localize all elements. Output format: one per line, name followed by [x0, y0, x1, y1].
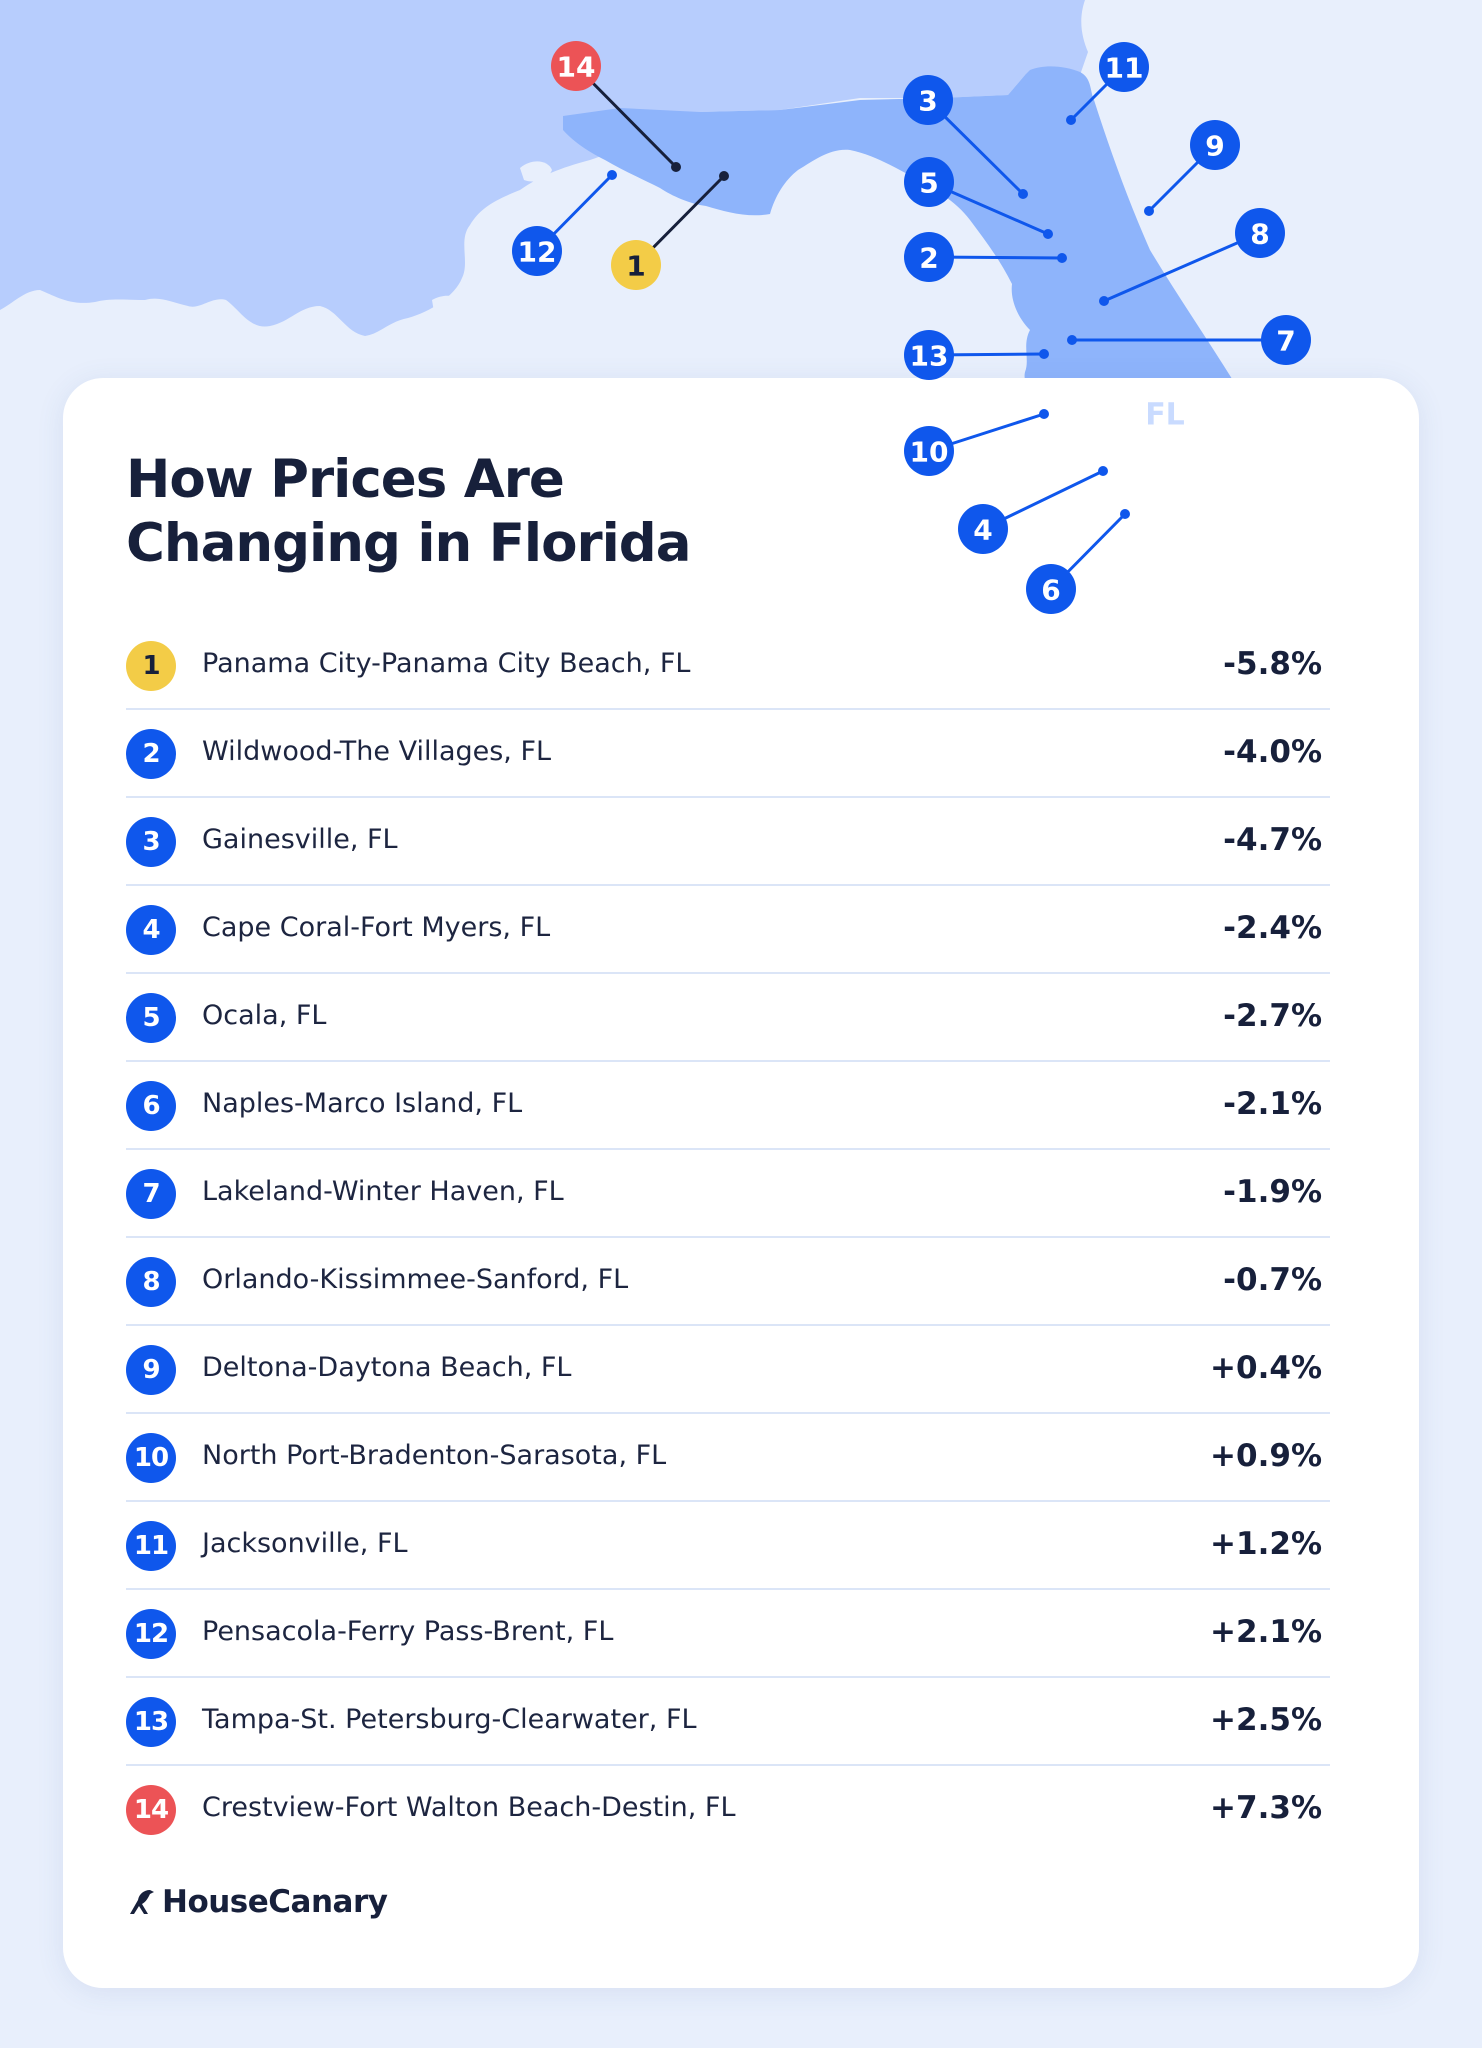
metro-name: Lakeland-Winter Haven, FL [202, 1176, 564, 1207]
price-change-value: +2.5% [1210, 1702, 1322, 1738]
table-row: 10 North Port-Bradenton-Sarasota, FL +0.9% [126, 1414, 1330, 1502]
table-row: 6 Naples-Marco Island, FL -2.1% [126, 1062, 1330, 1150]
table-row: 9 Deltona-Daytona Beach, FL +0.4% [126, 1326, 1330, 1414]
metro-name: Jacksonville, FL [202, 1528, 408, 1559]
title-line-2: Changing in Florida [126, 513, 691, 574]
brand-logo: HouseCanary [126, 1884, 388, 1920]
page-title: How Prices Are Changing in Florida [126, 448, 886, 576]
island-shape [394, 239, 442, 272]
rank-badge: 9 [126, 1345, 176, 1395]
table-row: 11 Jacksonville, FL +1.2% [126, 1502, 1330, 1590]
rank-list: 1 Panama City-Panama City Beach, FL -5.8% 2… [126, 622, 1330, 1854]
canary-bird-icon [130, 1890, 154, 1914]
rank-badge: 1 [126, 641, 176, 691]
rank-badge: 2 [126, 729, 176, 779]
table-row: 2 Wildwood-The Villages, FL -4.0% [126, 710, 1330, 798]
table-row: 13 Tampa-St. Petersburg-Clearwater, FL +2.… [126, 1678, 1330, 1766]
results-card [63, 378, 1419, 1988]
price-change-value: +0.4% [1210, 1350, 1322, 1386]
metro-name: Naples-Marco Island, FL [202, 1088, 523, 1119]
table-row: 8 Orlando-Kissimmee-Sanford, FL -0.7% [126, 1238, 1330, 1326]
title-line-1: How Prices Are [126, 449, 565, 510]
price-change-value: -2.4% [1223, 910, 1322, 946]
price-change-value: -4.7% [1223, 822, 1322, 858]
price-change-value: +1.2% [1210, 1526, 1322, 1562]
rank-badge: 12 [126, 1609, 176, 1659]
metro-name: Cape Coral-Fort Myers, FL [202, 912, 551, 943]
rank-badge: 7 [126, 1169, 176, 1219]
table-row: 4 Cape Coral-Fort Myers, FL -2.4% [126, 886, 1330, 974]
price-change-value: -2.1% [1223, 1086, 1322, 1122]
price-change-value: +0.9% [1210, 1438, 1322, 1474]
metro-name: Tampa-St. Petersburg-Clearwater, FL [202, 1704, 697, 1735]
table-row: 7 Lakeland-Winter Haven, FL -1.9% [126, 1150, 1330, 1238]
table-row: 14 Crestview-Fort Walton Beach-Destin, FL… [126, 1766, 1330, 1854]
price-change-value: +2.1% [1210, 1614, 1322, 1650]
metro-name: Gainesville, FL [202, 824, 398, 855]
rank-badge: 14 [126, 1785, 176, 1835]
bay-shape [432, 295, 466, 316]
price-change-value: +7.3% [1210, 1790, 1322, 1826]
table-row: 5 Ocala, FL -2.7% [126, 974, 1330, 1062]
rank-badge: 13 [126, 1697, 176, 1747]
table-row: 12 Pensacola-Ferry Pass-Brent, FL +2.1% [126, 1590, 1330, 1678]
metro-name: Deltona-Daytona Beach, FL [202, 1352, 572, 1383]
table-row: 3 Gainesville, FL -4.7% [126, 798, 1330, 886]
price-change-value: -4.0% [1223, 734, 1322, 770]
metro-name: North Port-Bradenton-Sarasota, FL [202, 1440, 667, 1471]
metro-name: Wildwood-The Villages, FL [202, 736, 552, 767]
rank-badge: 8 [126, 1257, 176, 1307]
table-row: 1 Panama City-Panama City Beach, FL -5.8% [126, 622, 1330, 710]
metro-name: Orlando-Kissimmee-Sanford, FL [202, 1264, 629, 1295]
price-change-value: -1.9% [1223, 1174, 1322, 1210]
rank-badge: 4 [126, 905, 176, 955]
metro-name: Panama City-Panama City Beach, FL [202, 648, 691, 679]
price-change-value: -2.7% [1223, 998, 1322, 1034]
rank-badge: 11 [126, 1521, 176, 1571]
price-change-value: -0.7% [1223, 1262, 1322, 1298]
rank-badge: 5 [126, 993, 176, 1043]
rank-badge: 6 [126, 1081, 176, 1131]
metro-name: Crestview-Fort Walton Beach-Destin, FL [202, 1792, 736, 1823]
metro-name: Pensacola-Ferry Pass-Brent, FL [202, 1616, 614, 1647]
rank-badge: 10 [126, 1433, 176, 1483]
rank-badge: 3 [126, 817, 176, 867]
metro-name: Ocala, FL [202, 1000, 327, 1031]
price-change-value: -5.8% [1223, 646, 1322, 682]
brand-name: HouseCanary [162, 1884, 388, 1920]
